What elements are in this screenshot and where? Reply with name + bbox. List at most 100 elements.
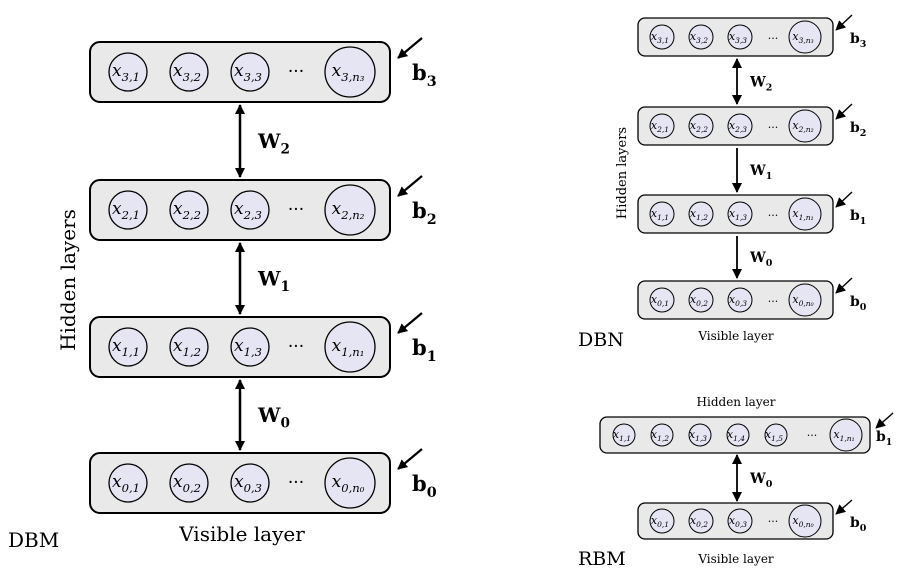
visible-layer-label: Visible layer — [178, 522, 305, 546]
dbm-layer-1: x2,1 x2,2 x2,3 x2,n₂ ··· b2 — [89, 175, 437, 241]
unit-label: x1,1 — [613, 428, 631, 443]
weight-label: W1 — [257, 267, 290, 296]
unit-node — [649, 113, 675, 139]
unit-label: x3,2 — [690, 30, 708, 45]
unit-node — [829, 418, 863, 452]
dbn-layer-3: x0,1 x0,2 x0,3 x0,n₀ ··· b0 — [637, 277, 867, 320]
unit-label: x1,2 — [173, 336, 201, 359]
bias-label: b1 — [412, 335, 437, 365]
unit-node — [230, 190, 270, 230]
unit-node — [324, 457, 376, 509]
unit-label: x0,1 — [651, 293, 669, 308]
ellipsis: ··· — [288, 337, 304, 357]
unit-node — [650, 423, 674, 447]
bias-arrow — [835, 103, 853, 120]
unit-label: x2,3 — [234, 199, 262, 222]
ellipsis: ··· — [288, 62, 304, 82]
rbm-layer-0: x1,1 x1,2 x1,3 x1,4 x1,5 x1,n₁ ··· b1 — [599, 412, 894, 454]
unit-node — [324, 184, 376, 236]
ellipsis: ··· — [768, 515, 779, 528]
unit-label: x2,1 — [651, 119, 669, 134]
unit-node — [324, 321, 376, 373]
model-name: RBM — [578, 548, 626, 570]
model-name: DBM — [8, 528, 59, 552]
unit-label: x0,3 — [729, 514, 747, 529]
ellipsis: ··· — [768, 209, 779, 222]
unit-node — [230, 52, 270, 92]
bias-arrow — [875, 412, 894, 429]
unit-label: x2,3 — [729, 119, 747, 134]
ellipsis: ··· — [768, 121, 779, 134]
dbn-diagram: x3,1 x3,2 x3,3 x3,n₃ ··· b3 x2,1 x2,2 x2,3 x2,n₂ ·… — [578, 14, 867, 351]
unit-node — [726, 423, 750, 447]
unit-label: x0,3 — [729, 293, 747, 308]
unit-node — [688, 24, 714, 50]
bias-label: b2 — [850, 120, 866, 139]
model-name: DBN — [578, 329, 624, 351]
unit-label: x0,n₀ — [792, 293, 813, 308]
dbm-layer-2: x1,1 x1,2 x1,3 x1,n₁ ··· b1 — [89, 312, 437, 378]
unit-label: x1,3 — [689, 428, 707, 443]
unit-node — [727, 24, 753, 50]
unit-label: x1,2 — [651, 428, 669, 443]
unit-node — [727, 201, 753, 227]
dbn-layer-2: x1,1 x1,2 x1,3 x1,n₁ ··· b1 — [637, 191, 866, 234]
unit-label: x0,2 — [690, 293, 708, 308]
unit-label: x2,n₂ — [332, 199, 365, 222]
dbn-layer-1: x2,1 x2,2 x2,3 x2,n₂ ··· b2 — [637, 103, 866, 146]
unit-node — [230, 327, 270, 367]
unit-node — [788, 504, 822, 538]
unit-label: x2,1 — [112, 199, 140, 222]
weight-label: W0 — [749, 471, 773, 490]
unit-label: x1,n₁ — [332, 336, 365, 359]
unit-node — [169, 52, 209, 92]
weight-label: W0 — [749, 250, 773, 269]
bias-arrow — [397, 37, 423, 59]
unit-label: x0,2 — [690, 514, 708, 529]
unit-label: x1,n₁ — [833, 428, 854, 443]
unit-label: x3,n₃ — [332, 61, 365, 84]
unit-node — [788, 197, 822, 231]
unit-node — [788, 283, 822, 317]
bias-arrow — [835, 499, 853, 515]
unit-label: x1,4 — [727, 428, 745, 443]
unit-label: x2,n₂ — [792, 119, 813, 134]
unit-label: x1,3 — [234, 336, 262, 359]
unit-node — [788, 20, 822, 54]
bias-arrow — [397, 448, 423, 470]
unit-node — [649, 201, 675, 227]
bias-label: b0 — [412, 471, 437, 501]
unit-node — [169, 190, 209, 230]
hidden-layers-label: Hidden layers — [56, 209, 80, 351]
bias-arrow — [397, 175, 423, 197]
unit-node — [727, 287, 753, 313]
bias-label: b1 — [876, 429, 892, 448]
unit-node — [169, 327, 209, 367]
unit-label: x0,1 — [651, 514, 669, 529]
hidden-layers-label: Hidden layers — [615, 127, 630, 219]
ellipsis: ··· — [768, 32, 779, 45]
unit-node — [324, 46, 376, 98]
unit-node — [649, 287, 675, 313]
unit-node — [688, 201, 714, 227]
unit-node — [108, 463, 148, 503]
unit-label: x1,1 — [112, 336, 140, 359]
bias-arrow — [835, 14, 853, 31]
unit-label: x3,3 — [234, 61, 262, 84]
bias-arrow — [835, 191, 853, 208]
weight-label: W2 — [749, 75, 772, 94]
unit-label: x3,n₃ — [792, 30, 813, 45]
unit-node — [108, 190, 148, 230]
unit-node — [108, 327, 148, 367]
weight-label: W0 — [257, 403, 290, 432]
unit-node — [649, 24, 675, 50]
unit-label: x1,5 — [765, 428, 783, 443]
visible-layer-label: Visible layer — [697, 329, 774, 343]
unit-label: x0,n₀ — [792, 514, 813, 529]
visible-layer-label: Visible layer — [697, 552, 774, 566]
unit-label: x1,3 — [729, 207, 747, 222]
dbm-layer-3: x0,1 x0,2 x0,3 x0,n₀ ··· b0 — [89, 448, 437, 514]
unit-node — [688, 508, 714, 534]
unit-node — [230, 463, 270, 503]
unit-node — [108, 52, 148, 92]
